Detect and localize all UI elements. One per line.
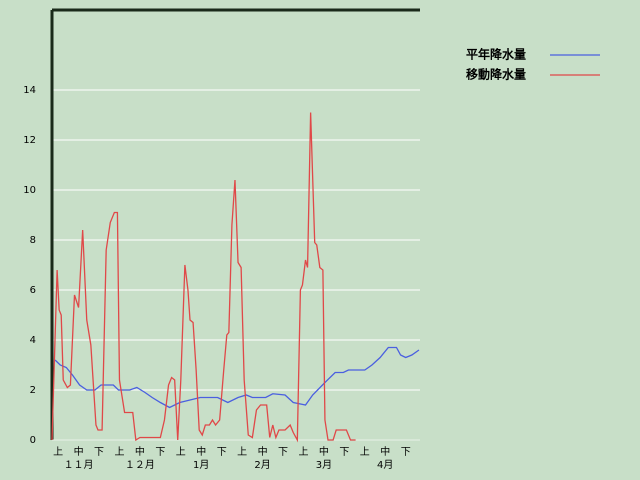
- month-label: １２月: [125, 459, 155, 471]
- y-tick-label: 6: [30, 285, 36, 296]
- y-tick-label: 14: [23, 85, 36, 96]
- x-tick-label: 中: [135, 445, 145, 458]
- x-tick-label: 上: [237, 446, 247, 458]
- month-label: １１月: [64, 459, 94, 471]
- month-label: 1月: [193, 459, 209, 471]
- y-tick-label: 10: [23, 185, 36, 196]
- y-tick-label: 0: [30, 435, 36, 446]
- x-tick-label: 上: [114, 446, 124, 458]
- x-tick-label: 上: [360, 446, 370, 458]
- data-line: [51, 112, 356, 443]
- x-tick-label: 中: [258, 445, 268, 458]
- y-tick-label: 2: [30, 385, 36, 396]
- y-tick-label: 12: [23, 135, 36, 146]
- x-tick-label: 中: [380, 445, 390, 458]
- x-tick-label: 上: [53, 446, 63, 458]
- month-label: 4月: [377, 459, 393, 471]
- y-tick-label: 8: [30, 235, 36, 246]
- x-tick-label: 上: [298, 446, 308, 458]
- month-label: 2月: [254, 459, 270, 471]
- x-tick-label: 下: [401, 447, 411, 458]
- legend-label: 平年降水量: [466, 47, 526, 62]
- x-tick-label: 上: [176, 446, 186, 458]
- y-tick-label: 4: [30, 335, 36, 346]
- data-line: [54, 346, 420, 409]
- x-tick-label: 中: [319, 445, 329, 458]
- legend-label: 移動降水量: [466, 67, 526, 82]
- x-tick-label: 下: [155, 447, 165, 458]
- x-tick-label: 中: [74, 445, 84, 458]
- x-tick-label: 下: [278, 447, 288, 458]
- x-tick-label: 下: [94, 447, 104, 458]
- x-tick-label: 中: [196, 445, 206, 458]
- x-tick-label: 下: [339, 447, 349, 458]
- x-tick-label: 下: [217, 447, 227, 458]
- month-label: 3月: [316, 459, 332, 471]
